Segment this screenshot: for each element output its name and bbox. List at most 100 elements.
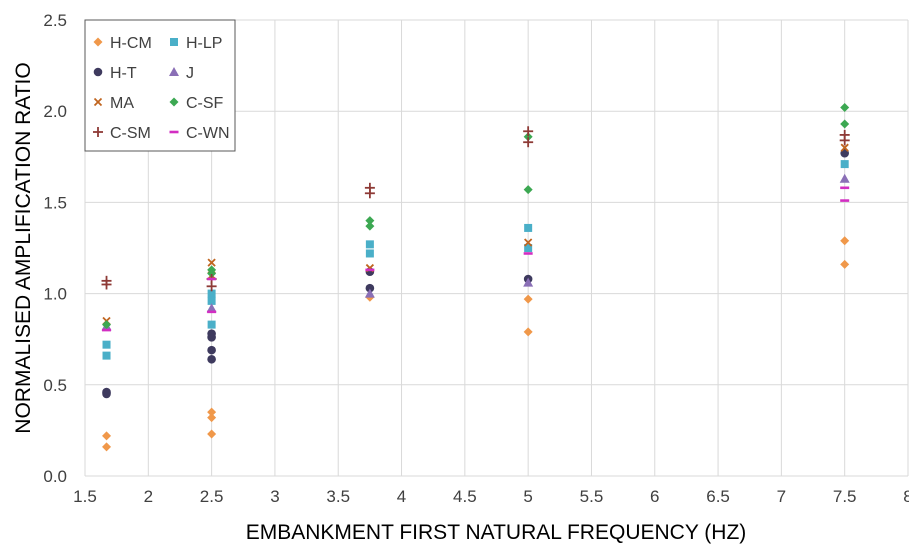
data-point (840, 259, 850, 269)
data-point (524, 223, 533, 232)
data-point (365, 249, 374, 258)
data-point (207, 289, 216, 298)
data-point (102, 431, 112, 441)
data-points (101, 103, 850, 452)
data-point (840, 119, 850, 129)
data-point (102, 340, 111, 349)
y-tick-label: 2.5 (43, 11, 67, 30)
data-point (102, 389, 111, 399)
data-point (364, 288, 375, 298)
x-tick-label: 3.5 (326, 487, 350, 506)
data-point (524, 244, 533, 252)
data-point (523, 137, 534, 148)
series-c-sf (102, 103, 850, 330)
legend-entry: H-CM (93, 35, 152, 52)
data-point (365, 216, 375, 226)
data-point (839, 173, 850, 183)
data-point (207, 407, 217, 417)
data-point (365, 283, 375, 293)
data-point (523, 126, 534, 137)
data-point (839, 135, 850, 146)
data-point (102, 442, 112, 452)
x-tick-label: 1.5 (73, 487, 97, 506)
series-h-lp (102, 160, 849, 360)
legend-label: J (186, 65, 194, 82)
data-point (840, 160, 849, 169)
legend-marker (93, 67, 103, 77)
data-point (102, 320, 112, 330)
y-tick-label: 0.5 (43, 376, 67, 395)
x-tick-label: 8 (903, 487, 909, 506)
data-point (207, 345, 216, 355)
legend-label: H-T (110, 65, 137, 82)
x-tick-label: 6 (650, 487, 659, 506)
legend-marker (93, 97, 103, 107)
data-point (102, 351, 111, 360)
y-tick-label: 2.0 (43, 102, 67, 121)
legend-entry: H-LP (170, 35, 222, 52)
legend-label: H-CM (110, 35, 152, 52)
y-tick-label: 0.0 (43, 467, 67, 486)
legend-entry: H-T (93, 65, 137, 82)
y-tick-label: 1.0 (43, 285, 67, 304)
data-point (524, 238, 533, 247)
data-point (523, 277, 534, 287)
x-tick-label: 4.5 (453, 487, 477, 506)
y-tick-label: 1.5 (43, 193, 67, 212)
x-tick-label: 2.5 (200, 487, 224, 506)
data-point (207, 258, 216, 267)
legend-marker (93, 127, 103, 137)
legend: H-CM H-LP H-T J MA C-SF C-SM C-WN (84, 19, 236, 152)
legend-marker (169, 97, 179, 107)
x-tick-label: 3 (270, 487, 279, 506)
y-axis-title: NORMALISED AMPLIFICATION RATIO (12, 62, 35, 433)
data-point (523, 132, 533, 142)
data-point (365, 221, 375, 231)
legend-entry: MA (93, 95, 134, 112)
legend-marker (93, 37, 103, 47)
series-c-wn (102, 186, 850, 332)
x-axis-title: EMBANKMENT FIRST NATURAL FREQUENCY (HZ) (246, 521, 747, 544)
x-tick-label: 2 (144, 487, 153, 506)
data-point (207, 296, 216, 305)
data-point (365, 240, 374, 249)
legend-label: MA (110, 95, 134, 112)
data-point (207, 413, 217, 423)
data-point (207, 333, 216, 342)
x-axis-ticks: 1.5 2 2.5 3 3.5 4 4.5 5 5.5 6 6.5 7 7.5 8 (73, 487, 909, 506)
data-point (523, 185, 533, 195)
data-point (840, 103, 850, 113)
x-tick-label: 4 (397, 487, 406, 506)
data-point (207, 320, 216, 329)
legend-entry: J (169, 65, 194, 82)
x-tick-label: 5 (523, 487, 532, 506)
data-point (206, 303, 217, 313)
legend-entry: C-SF (169, 95, 224, 112)
data-point (207, 354, 216, 364)
data-point (840, 236, 850, 246)
x-tick-label: 7.5 (833, 487, 857, 506)
data-point (523, 327, 533, 337)
data-point (840, 143, 849, 152)
legend-label: C-SF (186, 95, 224, 112)
legend-label: C-SM (110, 125, 151, 142)
legend-box (84, 19, 236, 152)
data-point (206, 281, 217, 292)
legend-marker (170, 38, 178, 46)
legend-label: H-LP (186, 35, 222, 52)
x-tick-label: 5.5 (580, 487, 604, 506)
legend-marker (169, 67, 179, 76)
data-point (207, 269, 217, 279)
legend-entry: C-WN (169, 125, 230, 142)
x-tick-label: 6.5 (706, 487, 730, 506)
data-point (364, 188, 375, 199)
y-axis-ticks: 0.0 0.5 1.0 1.5 2.0 2.5 (43, 11, 67, 486)
x-tick-label: 7 (777, 487, 786, 506)
data-point (207, 429, 217, 439)
series-j (101, 173, 850, 331)
legend-entry: C-SM (93, 125, 151, 142)
data-point (523, 294, 533, 304)
legend-label: C-WN (186, 125, 230, 142)
data-point (101, 279, 112, 290)
